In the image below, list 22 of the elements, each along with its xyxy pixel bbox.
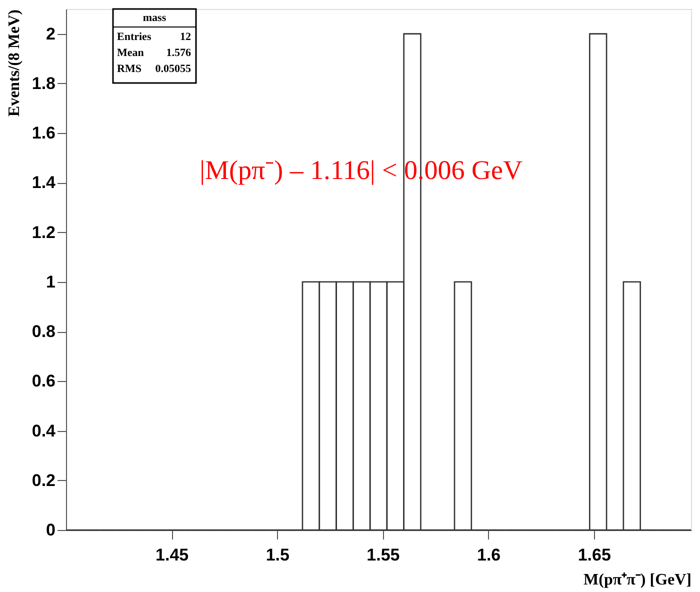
y-tick-label: 0.6 [32,372,56,391]
x-tick-label: 1.6 [476,546,501,564]
x-tick-label: 1.45 [156,546,189,564]
x-tick-label: 1.5 [266,546,290,564]
text: Mean 1.576 [117,47,191,59]
y-tick-label: 1 [46,272,56,292]
y-tick-label: 1.6 [32,124,56,143]
x-axis-title: M(pπ⁺π⁻) [GeV] [584,572,692,588]
y-tick-label: 0 [46,520,56,540]
annotation: mass [142,12,167,24]
x-tick-label: 1.65 [578,546,611,564]
y-tick-label: 1.8 [32,74,56,93]
y-axis-title: Events/(8 MeV) [6,10,23,117]
y-tick-label: 1.2 [32,222,56,242]
x-tick-label: 1.55 [366,546,400,564]
y-tick-label: 1.4 [32,173,56,192]
text: RMS 0.05055 [117,63,191,75]
y-tick-label: 0.8 [32,322,56,342]
text: Entries 12 [117,31,191,43]
y-tick-label: 0.4 [32,421,56,440]
y-tick-label: 0.2 [32,470,56,490]
y-tick-label: 2 [46,24,56,44]
